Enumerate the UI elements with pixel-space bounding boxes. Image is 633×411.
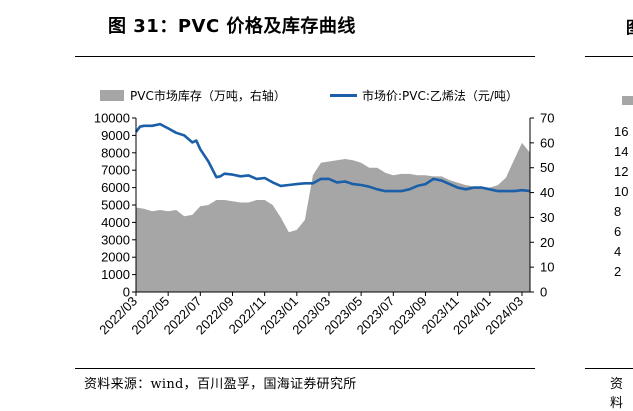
y-left-tick-label: 4000	[101, 215, 130, 230]
y-left-tick-label: 9000	[101, 128, 130, 143]
right-panel-tick-label: 2	[614, 264, 621, 279]
y-left-tick-label: 2000	[101, 250, 130, 265]
pvc-price-inventory-chart: PVC市场库存（万吨，右轴） 市场价:PVC:乙烯法（元/吨） 0 1000 2000 3…	[94, 88, 633, 337]
series-area-inventory	[136, 142, 530, 292]
y-right-tick-label: 60	[540, 135, 554, 150]
y-left-tick-label: 6000	[101, 180, 130, 195]
y-left-tick-label: 1000	[101, 267, 130, 282]
y-left-tick-label: 3000	[101, 232, 130, 247]
bottom-rule-right	[585, 368, 633, 369]
source-note: 资料来源：wind，百川盈孚，国海证券研究所	[84, 377, 357, 392]
right-panel-tick-label: 6	[614, 224, 621, 239]
right-panel-tick-label: 8	[614, 204, 621, 219]
right-panel-legend-swatch	[622, 96, 633, 105]
bottom-rule	[75, 368, 535, 369]
right-panel-tick-label: 12	[614, 164, 628, 179]
top-rule	[75, 56, 535, 57]
y-right-tick-label: 40	[540, 185, 554, 200]
y-right-tick-label: 20	[540, 235, 554, 250]
y-right-tick-label: 70	[540, 111, 554, 126]
y-right-tick-label: 30	[540, 210, 554, 225]
right-panel-tick-label: 10	[614, 184, 628, 199]
y-left-tick-label: 7000	[101, 163, 130, 178]
legend-swatch-inventory	[100, 90, 124, 101]
y-left-tick-label: 0	[123, 285, 130, 300]
y-left-tick-label: 10000	[94, 111, 130, 126]
legend-label-price: 市场价:PVC:乙烯法（元/吨）	[362, 88, 518, 103]
right-panel-tick-label: 14	[614, 144, 628, 159]
right-panel-source-fragment: 资料	[610, 377, 624, 411]
y-left-tick-label: 5000	[101, 198, 130, 213]
figure-title: 图 31：PVC 价格及库存曲线	[108, 16, 356, 37]
right-panel-tick-label: 16	[614, 124, 628, 139]
y-right-tick-label: 10	[540, 260, 554, 275]
y-right-tick-label: 0	[540, 285, 547, 300]
right-panel-tick-label: 4	[614, 244, 621, 259]
y-right-tick-label: 50	[540, 160, 554, 175]
right-panel-title-fragment: 图	[626, 14, 633, 38]
top-rule-right	[585, 56, 633, 57]
legend-label-inventory: PVC市场库存（万吨，右轴）	[130, 88, 286, 103]
y-left-tick-label: 8000	[101, 145, 130, 160]
series-line-price	[134, 122, 531, 193]
